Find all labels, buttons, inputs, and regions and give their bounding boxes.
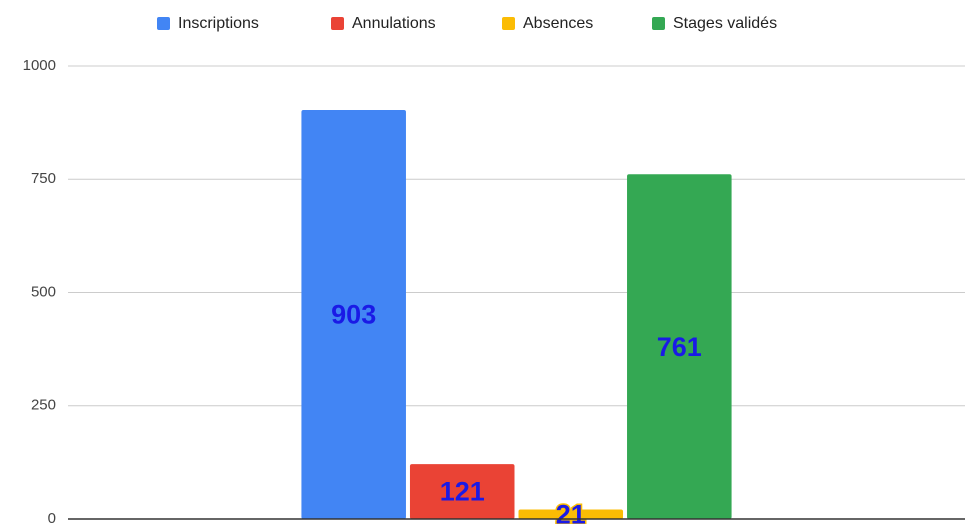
bar — [301, 109, 406, 519]
data-label: 121 — [440, 477, 485, 507]
bar — [518, 509, 624, 519]
y-tick-label: 750 — [31, 170, 56, 187]
legend-label: Absences — [523, 15, 593, 32]
data-label: 761 — [657, 332, 702, 362]
legend-swatch — [331, 17, 344, 30]
legend-label: Inscriptions — [178, 15, 259, 32]
bar — [409, 464, 515, 519]
legend-swatch — [502, 17, 515, 30]
y-tick-label: 0 — [48, 510, 56, 524]
legend-swatch — [157, 17, 170, 30]
bar — [627, 174, 732, 519]
y-tick-label: 1000 — [23, 57, 56, 74]
y-tick-label: 250 — [31, 397, 56, 414]
legend-label: Annulations — [352, 15, 436, 32]
legend-label: Stages validés — [673, 15, 777, 32]
data-label: 903 — [331, 300, 376, 330]
data-label: 21 — [556, 499, 586, 524]
legend-swatch — [652, 17, 665, 30]
y-tick-label: 500 — [31, 283, 56, 300]
